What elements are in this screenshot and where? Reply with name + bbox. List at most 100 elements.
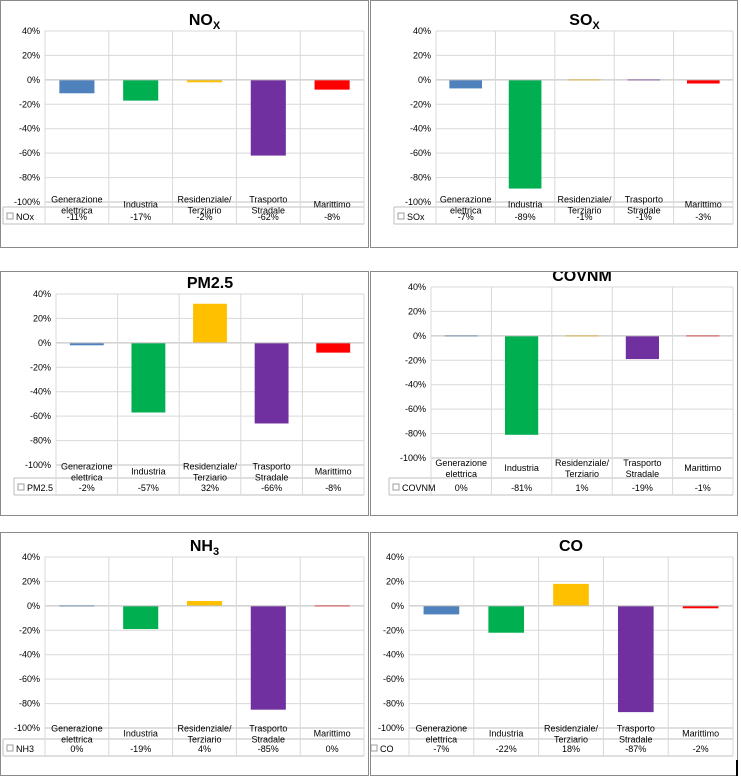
category-label: Generazione elettrica [440, 195, 492, 216]
data-label: -2% [693, 744, 709, 754]
data-label: -2% [79, 483, 95, 493]
y-tick-label: -60% [410, 148, 431, 158]
y-tick-label: -40% [383, 650, 404, 660]
data-label: 32% [201, 483, 219, 493]
y-tick-label: -80% [30, 436, 51, 446]
y-tick-label: 40% [22, 26, 40, 36]
chart-title: COVNM [552, 272, 612, 285]
data-label: -19% [632, 483, 653, 493]
category-label: Trasporto Stradale [625, 195, 663, 216]
chart-panel-sox: SOX 40% 20% 0% -20% -40% -60% -80% -100% Generazi… [370, 0, 738, 248]
chart-title: SOX [569, 12, 600, 32]
category-label: Marittimo [314, 729, 351, 739]
category-label: Residenziale/Terziario [555, 458, 610, 479]
category-label: Residenziale/Terziario [183, 462, 238, 483]
y-tick-label: -100% [25, 460, 51, 470]
chart-svg: CO 40% 20% 0% -20% -40% -60% -80% -100% Generazio… [371, 538, 734, 757]
legend-key [17, 483, 25, 491]
data-label: -3% [695, 212, 711, 222]
legend-key [392, 483, 400, 491]
category-label: Residenziale/Terziario [544, 724, 599, 745]
y-tick-label: -20% [405, 355, 426, 365]
data-label: 4% [198, 744, 211, 754]
y-tick-label: -80% [19, 699, 40, 709]
y-tick-label: -20% [410, 99, 431, 109]
bar-1 [69, 342, 104, 346]
category-label: Industria [123, 729, 158, 739]
category-label: Industria [504, 463, 539, 473]
category-label: Industria [508, 200, 543, 210]
y-tick-label: -40% [19, 124, 40, 134]
legend-label: PM2.5 [27, 483, 53, 493]
y-tick-label: -80% [19, 173, 40, 183]
y-tick-label: -40% [30, 387, 51, 397]
bar-5 [682, 605, 719, 609]
data-label: -8% [324, 212, 340, 222]
y-tick-label: -100% [378, 723, 404, 733]
data-label: -85% [258, 744, 279, 754]
category-label: Generazione elettrica [61, 462, 113, 483]
data-label: 0% [326, 744, 339, 754]
y-tick-label: -20% [19, 625, 40, 635]
y-tick-label: 20% [22, 50, 40, 60]
y-tick-label: -80% [383, 699, 404, 709]
data-label: -1% [695, 483, 711, 493]
bar-5 [314, 79, 350, 90]
y-tick-label: -40% [410, 124, 431, 134]
category-label: Residenziale/Terziario [177, 195, 232, 216]
y-tick-label: -100% [405, 197, 431, 207]
data-label: -89% [515, 212, 536, 222]
chart-title: NOX [189, 12, 221, 32]
bar-1 [449, 79, 483, 89]
chart-panel-nh3: NH3 40% 20% 0% -20% -40% -60% -80% -100% Generazi… [0, 532, 369, 776]
category-label: Generazione elettrica [51, 724, 103, 745]
data-label: -7% [433, 744, 449, 754]
y-tick-label: -60% [19, 148, 40, 158]
category-label: Marittimo [315, 467, 352, 477]
category-label: Trasporto Stradale [253, 462, 291, 483]
bar-2 [131, 342, 166, 413]
bar-4 [250, 79, 286, 156]
y-tick-label: 40% [33, 289, 51, 299]
y-tick-label: -20% [30, 362, 51, 372]
bar-3 [186, 79, 223, 83]
y-tick-label: 40% [22, 552, 40, 562]
category-label: Marittimo [682, 729, 719, 739]
legend-key [6, 212, 14, 220]
data-label: -11% [67, 212, 87, 222]
chart-svg: SOX 40% 20% 0% -20% -40% -60% -80% -100% Generazi… [393, 12, 734, 225]
bar-2 [488, 605, 525, 633]
y-tick-label: 40% [408, 282, 426, 292]
bar-3 [193, 303, 227, 343]
category-label: Generazione elettrica [435, 458, 487, 479]
data-label: -81% [511, 483, 532, 493]
y-tick-label: -100% [400, 453, 426, 463]
legend-label: SOx [407, 212, 425, 222]
category-label: Marittimo [314, 200, 351, 210]
y-tick-label: 0% [38, 338, 51, 348]
bar-4 [625, 335, 660, 360]
bar-2 [508, 79, 542, 189]
y-tick-label: 20% [386, 576, 404, 586]
data-label: -87% [625, 744, 646, 754]
bar-2 [123, 79, 159, 101]
y-tick-label: -40% [19, 650, 40, 660]
y-tick-label: -100% [14, 197, 40, 207]
text-cursor-mark [736, 760, 738, 776]
legend-label: CO [380, 744, 394, 754]
chart-svg: NH3 40% 20% 0% -20% -40% -60% -80% -100% Generazi… [2, 538, 365, 757]
category-label: Residenziale/Terziario [177, 724, 232, 745]
y-tick-label: -60% [19, 674, 40, 684]
bar-4 [250, 605, 286, 710]
data-label: -22% [496, 744, 517, 754]
bar-2 [123, 605, 159, 630]
y-tick-label: -60% [30, 411, 51, 421]
data-label: -66% [261, 483, 282, 493]
bar-1 [59, 79, 95, 94]
y-tick-label: 0% [413, 331, 426, 341]
y-tick-label: 20% [33, 313, 51, 323]
category-label: Residenziale/Terziario [557, 195, 612, 216]
y-tick-label: 20% [22, 576, 40, 586]
data-label: -1% [636, 212, 652, 222]
y-tick-label: -100% [14, 723, 40, 733]
